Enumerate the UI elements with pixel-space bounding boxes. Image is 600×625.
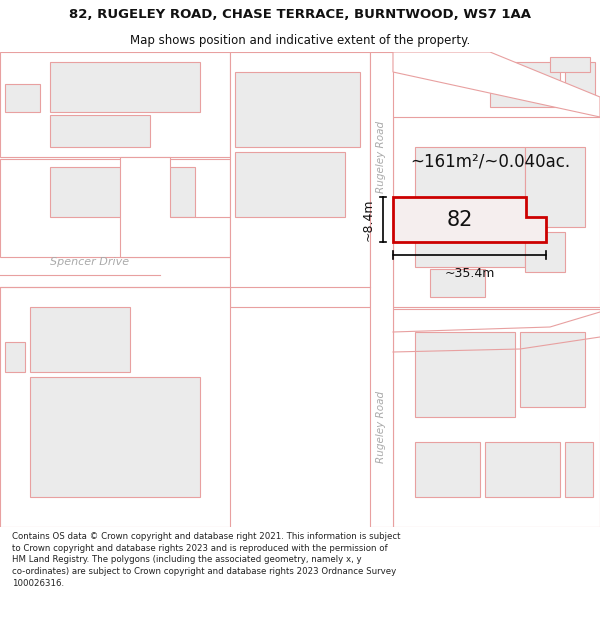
Bar — [5, 342, 25, 372]
Text: Contains OS data © Crown copyright and database right 2021. This information is : Contains OS data © Crown copyright and d… — [12, 532, 401, 588]
Bar — [565, 62, 595, 97]
Polygon shape — [120, 157, 230, 257]
Bar — [415, 442, 480, 497]
Polygon shape — [230, 52, 370, 307]
Text: 82: 82 — [446, 209, 473, 229]
Bar — [30, 377, 200, 497]
Text: Map shows position and indicative extent of the property.: Map shows position and indicative extent… — [130, 34, 470, 47]
Text: ~35.4m: ~35.4m — [445, 267, 494, 280]
Text: Spencer Drive: Spencer Drive — [50, 257, 130, 267]
Text: Rugeley Road: Rugeley Road — [377, 121, 386, 193]
Bar — [235, 152, 345, 217]
Bar — [550, 57, 590, 72]
Text: ~8.4m: ~8.4m — [362, 198, 375, 241]
Bar — [370, 52, 393, 527]
Bar — [565, 442, 593, 497]
Bar — [235, 72, 360, 147]
Polygon shape — [0, 159, 230, 257]
Bar — [520, 332, 585, 407]
Bar — [50, 167, 195, 217]
Polygon shape — [393, 117, 600, 307]
Polygon shape — [0, 287, 230, 527]
Bar — [525, 147, 585, 227]
Text: 82, RUGELEY ROAD, CHASE TERRACE, BURNTWOOD, WS7 1AA: 82, RUGELEY ROAD, CHASE TERRACE, BURNTWO… — [69, 8, 531, 21]
Bar — [30, 307, 130, 372]
Polygon shape — [393, 52, 600, 117]
Bar — [50, 62, 200, 112]
Bar — [490, 62, 560, 107]
Bar — [415, 147, 525, 267]
Bar — [525, 232, 565, 272]
Polygon shape — [393, 309, 600, 527]
Bar — [5, 84, 40, 112]
Bar — [430, 269, 485, 297]
Bar — [50, 115, 150, 147]
Bar — [485, 442, 560, 497]
Text: Rugeley Road: Rugeley Road — [377, 391, 386, 463]
Bar — [415, 332, 515, 417]
Text: ~161m²/~0.040ac.: ~161m²/~0.040ac. — [410, 153, 570, 171]
Polygon shape — [393, 197, 546, 242]
Polygon shape — [0, 52, 230, 157]
